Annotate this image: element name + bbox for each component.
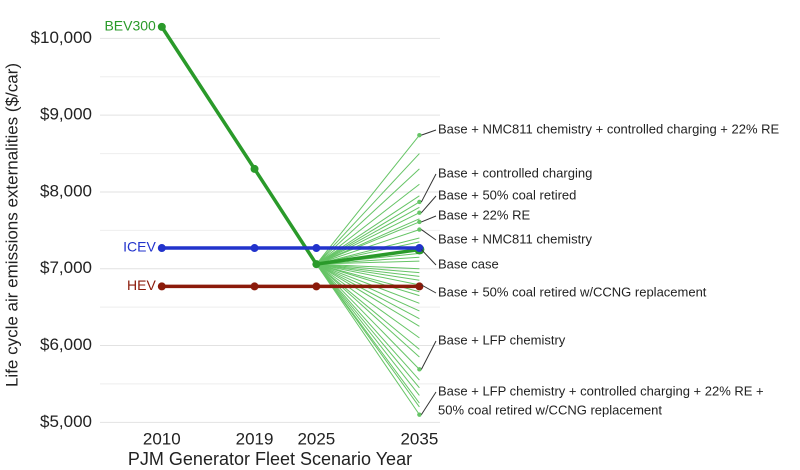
annotation-text: Base + 22% RE	[438, 207, 530, 222]
scenario-line	[316, 168, 420, 265]
scenario-line	[315, 153, 420, 265]
scenario-line	[316, 221, 420, 265]
annotation-text: 50% coal retired w/CCNG replacement	[438, 402, 662, 417]
y-tick-label: $8,000	[40, 181, 92, 200]
scenario-line	[316, 263, 420, 297]
y-tick-label: $7,000	[40, 258, 92, 277]
scenario-line	[316, 212, 420, 265]
annotation-arrow	[421, 215, 437, 223]
scenario-point	[417, 132, 422, 138]
scenario-point	[417, 412, 422, 417]
scenario-line	[316, 263, 420, 370]
annotation-text: Base + NMC811 chemistry	[438, 231, 593, 246]
annotation-arrow	[421, 284, 437, 294]
y-tick-label: $10,000	[31, 28, 92, 47]
scenario-line	[316, 263, 420, 350]
scenario-line	[315, 263, 420, 389]
annotation-arrow	[421, 129, 437, 136]
series-point	[157, 22, 166, 31]
scenario-line	[315, 263, 420, 415]
x-tick-label: 2010	[143, 429, 181, 448]
annotation-arrow	[420, 391, 437, 415]
annotation-arrow	[421, 229, 437, 241]
annotation-arrow	[420, 340, 437, 370]
scenario-point	[417, 219, 422, 225]
x-tick-label: 2025	[297, 429, 335, 448]
scenario-line	[316, 206, 420, 265]
scenario-line	[316, 263, 420, 277]
series-point	[157, 282, 166, 291]
y-tick-label: $9,000	[40, 105, 92, 124]
scenario-point	[417, 210, 422, 215]
series-point	[312, 260, 321, 269]
series-point	[250, 244, 259, 253]
annotation-text: Base + 50% coal retired	[438, 187, 576, 202]
series-label: BEV300	[104, 18, 156, 34]
x-axis-label: PJM Generator Fleet Scenario Year	[128, 449, 412, 469]
scenario-line	[316, 263, 420, 281]
series-line	[160, 25, 420, 267]
annotation-text: Base + controlled charging	[438, 165, 592, 180]
series-point	[312, 282, 321, 291]
y-tick-label: $6,000	[40, 335, 92, 354]
scenario-line	[316, 195, 420, 265]
scenario-line	[316, 237, 420, 265]
annotation-arrow	[421, 249, 437, 266]
annotation-text: Base case	[438, 256, 499, 271]
series-label: HEV	[127, 277, 156, 293]
scenario-line	[316, 263, 420, 286]
annotation-arrow	[420, 173, 437, 203]
scenario-line	[315, 134, 420, 265]
annotation-text: Base + LFP chemistry	[438, 332, 566, 347]
y-tick-label: $5,000	[40, 412, 92, 431]
annotation-text: Base + LFP chemistry + controlled chargi…	[438, 383, 764, 398]
annotation-arrow	[421, 195, 437, 214]
scenario-line	[316, 263, 420, 339]
scenario-line	[316, 263, 420, 358]
series-label: ICEV	[123, 239, 156, 255]
scenario-point	[417, 367, 422, 372]
annotation-text: Base + NMC811 chemistry + controlled cha…	[438, 121, 780, 136]
series-point	[415, 282, 424, 291]
scenario-line	[316, 183, 420, 265]
scenario-line	[315, 263, 420, 381]
series-point	[250, 164, 259, 173]
scenario-point	[417, 227, 422, 232]
y-axis-label: Life cycle air emissions externalities (…	[2, 63, 21, 387]
annotation-text: Base + 50% coal retired w/CCNG replaceme…	[438, 284, 707, 299]
scenario-line	[316, 201, 420, 265]
series-point	[157, 244, 166, 253]
x-tick-label: 2035	[400, 429, 438, 448]
scenario-line	[316, 260, 420, 265]
scenario-line	[316, 263, 420, 270]
scenario-line	[316, 263, 420, 327]
series-point	[312, 244, 321, 253]
scenario-line	[316, 263, 420, 304]
series-point	[250, 282, 259, 291]
x-tick-label: 2019	[236, 429, 274, 448]
scenario-line	[316, 263, 420, 320]
scenario-line	[316, 263, 420, 274]
scenario-point	[417, 199, 422, 205]
